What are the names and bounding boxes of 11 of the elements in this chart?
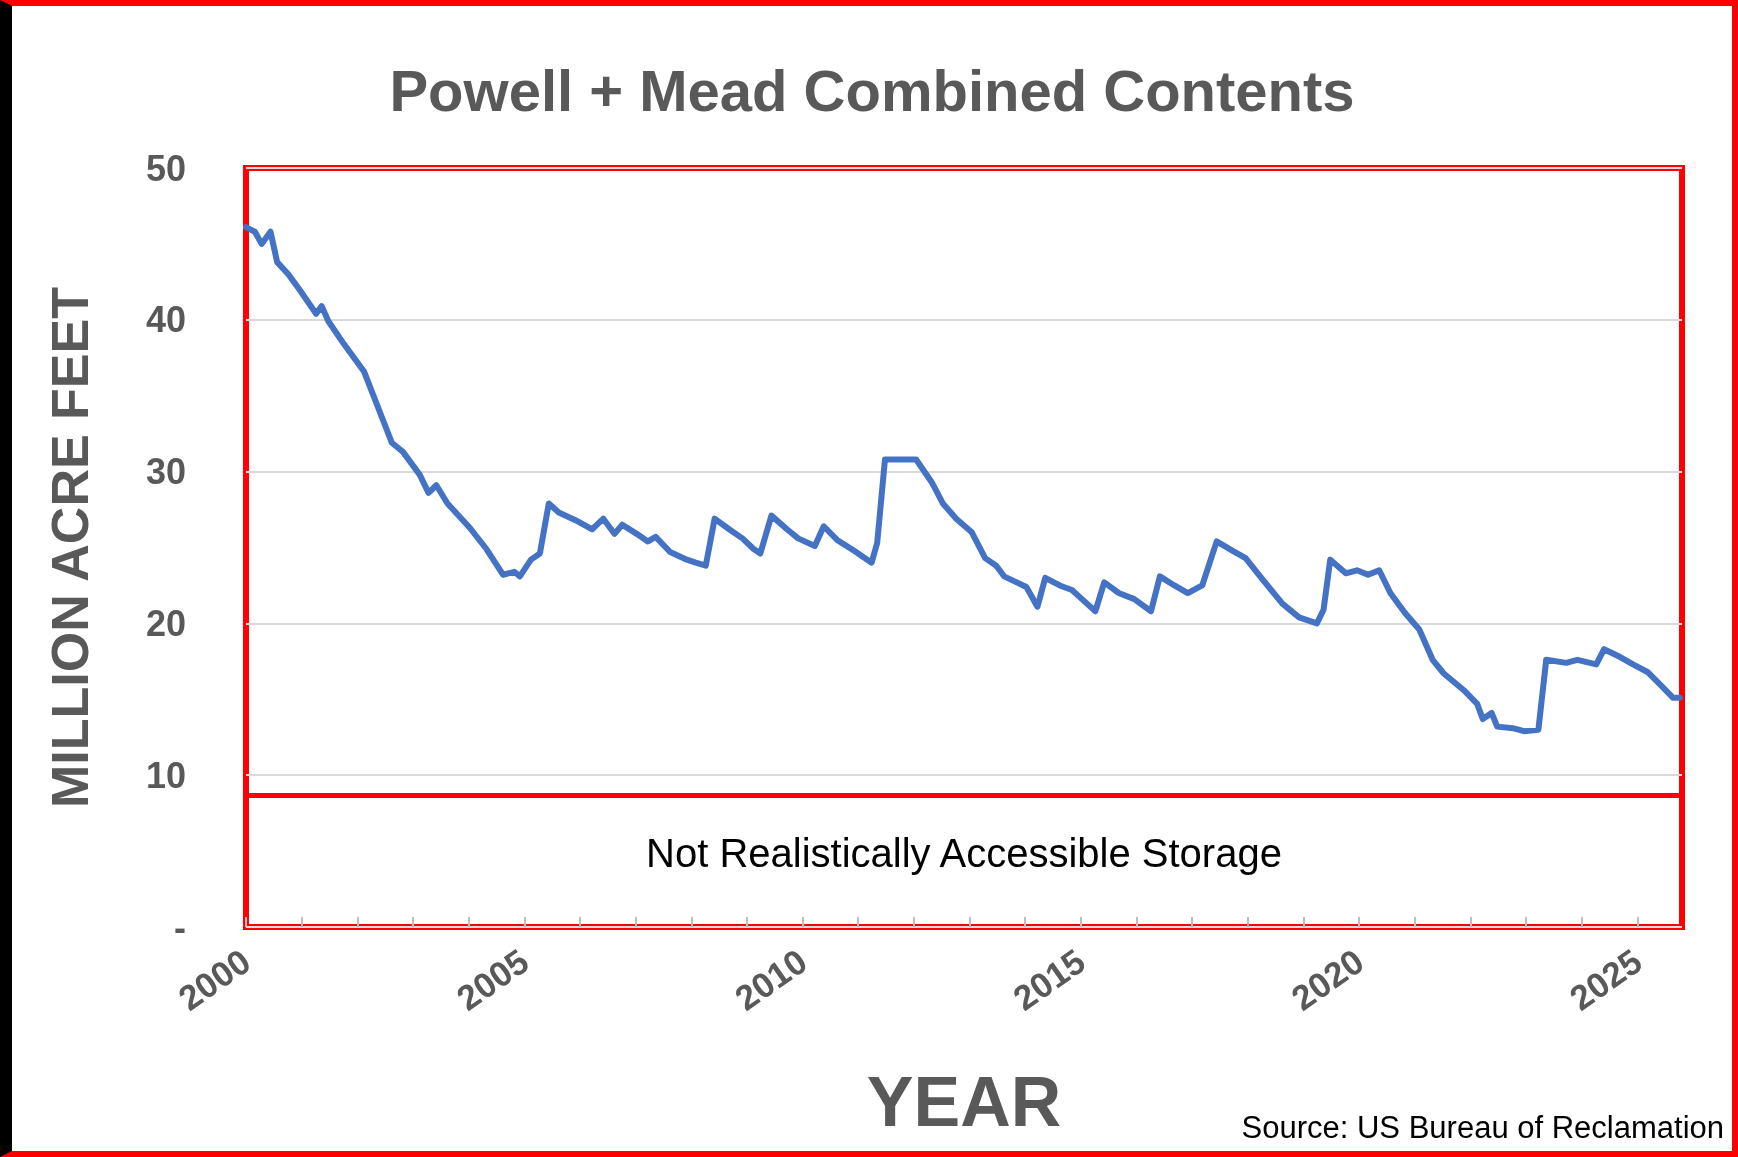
y-tick-label: 20	[145, 602, 186, 644]
y-tick-label: 40	[145, 299, 186, 341]
ref-line-label: Not Realistically Accessible Storage	[646, 830, 1282, 875]
y-tick-label: 10	[145, 754, 186, 796]
y-tick-label: 30	[145, 451, 186, 493]
x-axis-title: YEAR	[866, 1063, 1062, 1141]
y-tick-label: 50	[145, 147, 186, 189]
chart-title: Powell + Mead Combined Contents	[389, 57, 1355, 123]
source-note: Source: US Bureau of Reclamation	[1241, 1110, 1724, 1145]
y-tick-label: -	[174, 906, 186, 948]
y-axis-title: MILLION ACRE FEET	[41, 286, 99, 808]
